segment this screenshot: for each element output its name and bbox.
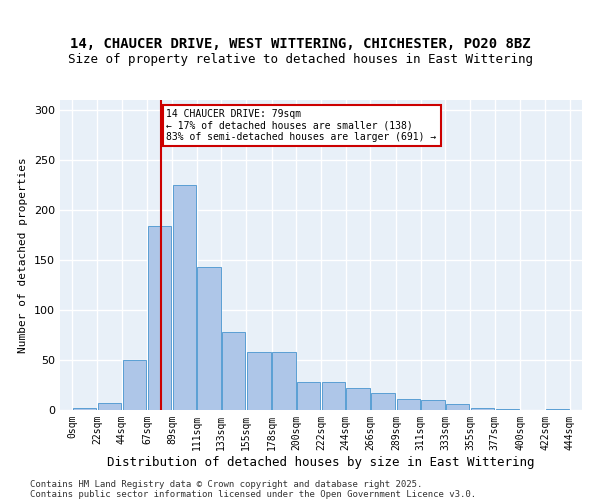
Bar [272,352,296,410]
Bar [322,382,345,410]
Bar [371,393,395,410]
Bar [222,332,245,410]
Bar [173,185,196,410]
Bar [247,352,271,410]
Text: Size of property relative to detached houses in East Wittering: Size of property relative to detached ho… [67,52,533,66]
Bar [421,400,445,410]
Text: 14 CHAUCER DRIVE: 79sqm
← 17% of detached houses are smaller (138)
83% of semi-d: 14 CHAUCER DRIVE: 79sqm ← 17% of detache… [166,110,437,142]
Bar [496,409,519,410]
Bar [98,403,121,410]
Bar [397,399,420,410]
Bar [123,360,146,410]
Bar [470,408,494,410]
Bar [197,267,221,410]
Text: 14, CHAUCER DRIVE, WEST WITTERING, CHICHESTER, PO20 8BZ: 14, CHAUCER DRIVE, WEST WITTERING, CHICH… [70,38,530,52]
Bar [73,408,97,410]
Bar [446,404,469,410]
Bar [148,226,172,410]
Bar [346,388,370,410]
X-axis label: Distribution of detached houses by size in East Wittering: Distribution of detached houses by size … [107,456,535,468]
Bar [297,382,320,410]
Text: Contains HM Land Registry data © Crown copyright and database right 2025.
Contai: Contains HM Land Registry data © Crown c… [30,480,476,500]
Bar [545,409,569,410]
Y-axis label: Number of detached properties: Number of detached properties [19,157,28,353]
